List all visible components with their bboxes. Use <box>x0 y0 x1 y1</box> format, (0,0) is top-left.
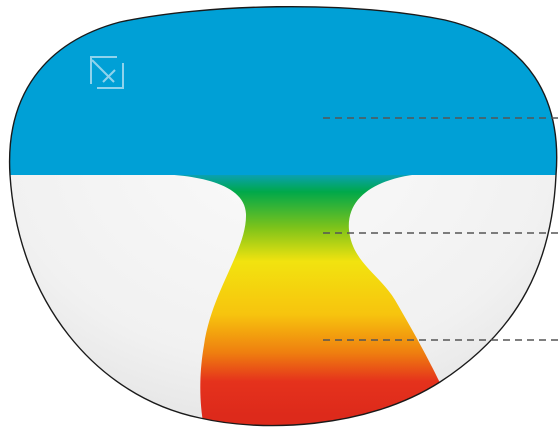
progressive-corridor <box>150 174 460 426</box>
lens-marker-icon <box>90 56 124 89</box>
lens-outline <box>8 5 558 427</box>
distance-zone <box>9 6 557 175</box>
